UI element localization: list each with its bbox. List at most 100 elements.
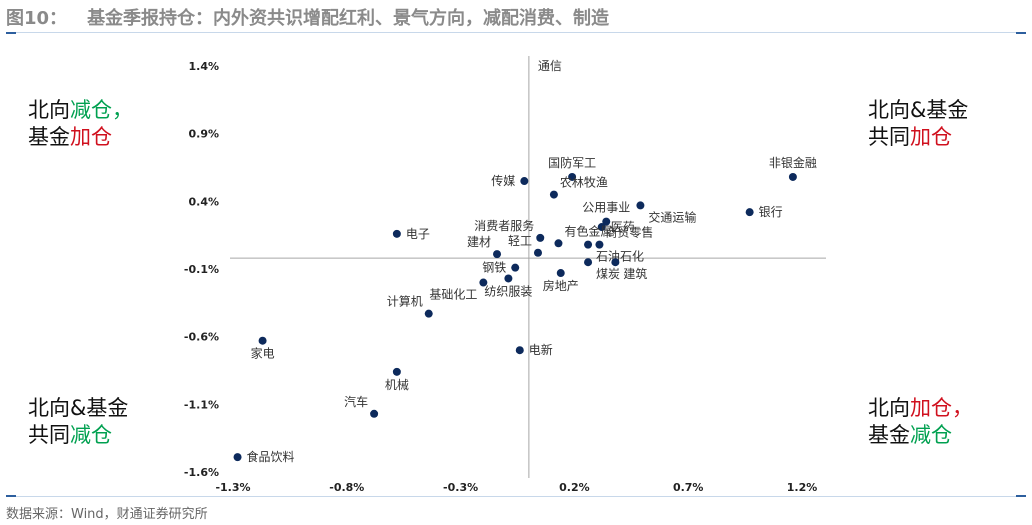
point-label: 医药 [611, 220, 635, 234]
increase-text: 加仓 [70, 125, 112, 149]
rule-accent-right-bottom [1016, 495, 1026, 497]
x-tick-label: 0.7% [673, 481, 704, 494]
point-label: 家电 [251, 346, 275, 361]
increase-text: 加仓 [910, 125, 952, 149]
data-point [370, 409, 379, 418]
point-label: 农林牧渔 [560, 176, 608, 190]
quadrant-text: 共同 [28, 423, 70, 447]
point-label: 钢铁 [482, 261, 506, 275]
point-label: 机械 [385, 377, 409, 392]
point-label: 煤炭 [596, 267, 620, 281]
point-label: 轻工 [508, 234, 532, 248]
quadrant-text: 北向&基金 [868, 98, 969, 122]
y-tick-label: -1.6% [184, 466, 219, 479]
quadrant-line: 北向减仓， [28, 97, 133, 124]
x-tick-label: 1.2% [787, 481, 818, 494]
point-label: 消费者服务 [474, 218, 534, 233]
data-point [636, 201, 645, 210]
y-tick-label: 0.4% [188, 195, 219, 208]
figure-title: 图10： 基金季报持仓：内外资共识增配红利、景气方向，减配消费、制造 [6, 4, 609, 30]
data-point [504, 274, 513, 283]
data-point [515, 346, 524, 355]
figure-title-text: 基金季报持仓：内外资共识增配红利、景气方向，减配消费、制造 [87, 8, 610, 29]
data-point [584, 258, 593, 267]
data-point [556, 269, 565, 278]
point-label: 基础化工 [429, 288, 477, 302]
point-label: 交通运输 [648, 209, 696, 224]
y-tick-label: 1.4% [188, 60, 219, 73]
y-tick-label: -1.1% [184, 398, 219, 411]
x-tick-label: 0.2% [559, 481, 590, 494]
data-point [258, 336, 267, 345]
data-point [233, 453, 242, 462]
figure-number: 图10： [6, 8, 68, 29]
quadrant-text: 基金 [868, 423, 910, 447]
reduce-text: 减仓， [70, 98, 133, 122]
quadrant-label-top-left: 北向减仓， 基金加仓 [28, 97, 133, 151]
data-point [584, 240, 593, 249]
bottom-rule [6, 496, 1026, 497]
quadrant-line: 共同减仓 [28, 422, 128, 449]
quadrant-line: 基金加仓 [28, 124, 133, 151]
data-point [533, 248, 542, 257]
x-tick-label: -0.3% [443, 481, 478, 494]
data-point [493, 250, 502, 259]
point-label: 银行 [759, 205, 783, 219]
data-point [788, 172, 797, 181]
rule-accent-left-top [6, 32, 16, 34]
data-point [536, 233, 545, 242]
reduce-text: 减仓 [910, 423, 952, 447]
point-label: 电新 [529, 342, 553, 357]
data-point [554, 239, 563, 248]
quadrant-text: 北向&基金 [28, 396, 129, 420]
quadrant-text: 基金 [28, 125, 70, 149]
y-tick-label: -0.1% [184, 263, 219, 276]
quadrant-label-bottom-right: 北向加仓， 基金减仓 [868, 395, 973, 449]
quadrant-line: 基金减仓 [868, 422, 973, 449]
data-point [511, 263, 520, 272]
increase-text: 加仓， [910, 396, 973, 420]
data-point [549, 190, 558, 199]
point-label: 通信 [538, 59, 562, 73]
y-tick-label: -0.6% [184, 331, 219, 344]
point-label: 计算机 [387, 294, 423, 309]
data-point [392, 367, 401, 376]
data-point [568, 172, 577, 181]
point-label: 建材 [467, 235, 491, 249]
point-label: 非银金融 [769, 155, 817, 170]
point-label: 有色金属 [564, 223, 612, 238]
point-label: 房地产 [543, 278, 579, 293]
data-point [479, 278, 488, 287]
quadrant-label-top-right: 北向&基金 共同加仓 [868, 97, 968, 151]
quadrant-line: 北向&基金 [28, 395, 128, 422]
y-tick-label: 0.9% [188, 128, 219, 141]
point-label: 商贸零售 [605, 225, 653, 240]
data-point [611, 258, 620, 267]
data-point [392, 229, 401, 238]
data-point [424, 309, 433, 318]
reduce-text: 减仓 [70, 423, 112, 447]
top-rule [6, 32, 1026, 33]
point-label: 纺织服装 [484, 284, 532, 298]
data-point [602, 217, 611, 226]
source-note: 数据来源：Wind，财通证券研究所 [6, 507, 208, 522]
rule-accent-right-top [1016, 32, 1026, 34]
data-point [745, 208, 754, 217]
point-label: 国防军工 [548, 155, 596, 170]
point-label: 电子 [406, 227, 430, 241]
rule-accent-left-bottom [6, 495, 16, 497]
point-label: 石油石化 [596, 250, 644, 264]
data-point [520, 177, 529, 186]
data-point [597, 223, 606, 232]
point-label: 公用事业 [582, 201, 630, 215]
point-label: 食品饮料 [247, 449, 295, 464]
point-label: 传媒 [491, 173, 515, 188]
point-label: 汽车 [344, 394, 368, 409]
quadrant-line: 北向&基金 [868, 97, 968, 124]
point-label: 建筑 [623, 266, 647, 281]
quadrant-text: 北向 [28, 98, 70, 122]
x-tick-label: -0.8% [329, 481, 364, 494]
x-tick-label: -1.3% [215, 481, 250, 494]
quadrant-text: 北向 [868, 396, 910, 420]
